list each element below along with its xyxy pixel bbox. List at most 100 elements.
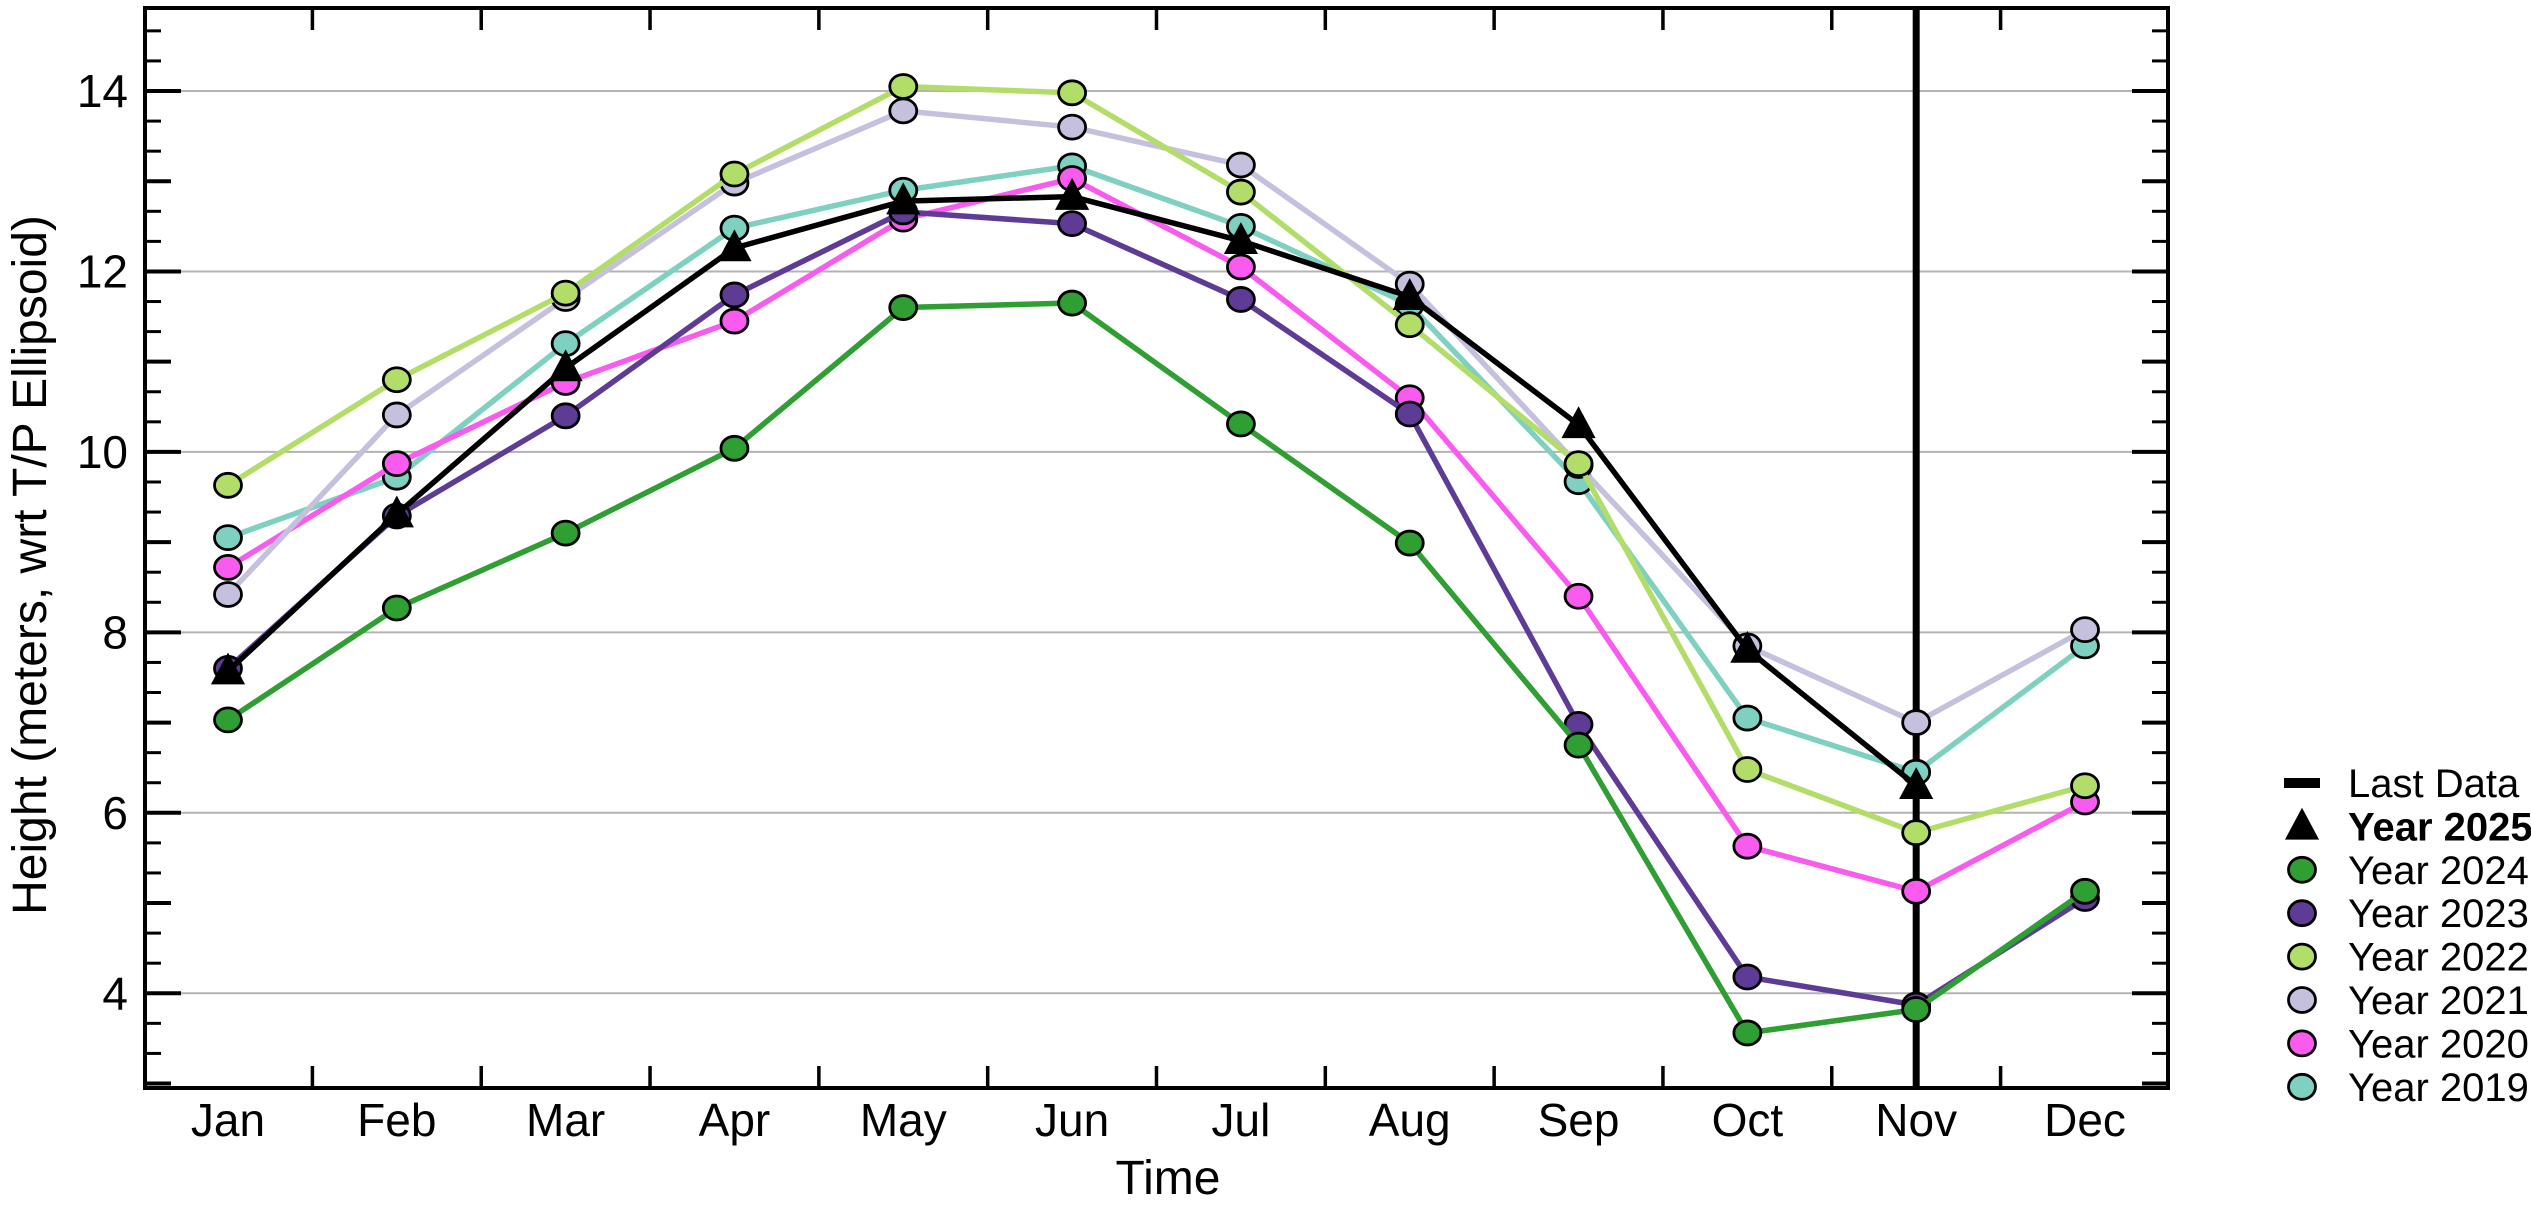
y-tick-label-4: 4	[102, 967, 128, 1019]
series-marker-year-2023	[1226, 286, 1256, 313]
series-marker-year-2020	[1901, 877, 1932, 905]
legend-label-year-2023: Year 2023	[2348, 892, 2529, 936]
series-marker-year-2024	[1057, 289, 1087, 317]
series-line-year-2024	[225, 300, 2088, 1036]
series-marker-year-2025	[1899, 767, 1934, 799]
series-marker-year-2022	[213, 471, 243, 499]
series-marker-year-2024	[1732, 1019, 1763, 1047]
y-tick-label-12: 12	[77, 245, 128, 297]
x-tick-label-oct: Oct	[1712, 1094, 1784, 1146]
series-marker-year-2021	[381, 401, 412, 429]
series-marker-year-2022	[888, 73, 919, 100]
x-tick-label-sep: Sep	[1538, 1094, 1620, 1146]
series-marker-year-2022	[719, 160, 750, 188]
series-marker-year-2025	[548, 349, 583, 382]
x-tick-label-aug: Aug	[1369, 1094, 1451, 1146]
series-marker-year-2025	[1392, 278, 1427, 310]
x-tick-label-may: May	[860, 1094, 947, 1146]
series-marker-year-2025	[717, 229, 752, 262]
legend-circle-icon	[2287, 855, 2317, 884]
legend-circle-icon	[2287, 1029, 2317, 1058]
series-marker-year-2024	[1563, 731, 1594, 759]
legend-label-year-2021: Year 2021	[2348, 979, 2529, 1023]
series-marker-year-2024	[1901, 996, 1932, 1023]
series-marker-year-2022	[1732, 756, 1763, 783]
series-marker-year-2021	[1901, 709, 1932, 736]
series-marker-year-2024	[550, 519, 581, 547]
series-marker-year-2025	[886, 182, 921, 215]
series-marker-year-2020	[1563, 582, 1594, 610]
x-tick-label-jul: Jul	[1212, 1094, 1271, 1146]
series-marker-year-2021	[213, 581, 243, 608]
series-marker-year-2022	[2070, 772, 2100, 800]
series-line-year-2022	[225, 83, 2088, 836]
series-marker-year-2025	[1730, 630, 1765, 663]
series-marker-year-2021	[1057, 113, 1087, 141]
series-marker-year-2022	[1057, 79, 1087, 107]
x-tick-label-dec: Dec	[2044, 1094, 2126, 1146]
series-marker-year-2024	[381, 594, 412, 622]
series-marker-year-2022	[1563, 450, 1594, 478]
series-marker-year-2024	[213, 706, 243, 734]
series-marker-year-2022	[550, 279, 581, 307]
series-marker-year-2022	[1901, 819, 1932, 847]
series-marker-year-2021	[1226, 151, 1256, 179]
legend-label-year-2025: Year 2025	[2348, 805, 2531, 849]
series-marker-year-2023	[550, 402, 581, 430]
x-tick-label-jan: Jan	[191, 1094, 265, 1146]
series-marker-year-2019	[213, 524, 243, 552]
series-marker-year-2020	[719, 307, 750, 335]
series-marker-year-2019	[1732, 704, 1763, 732]
series-marker-year-2024	[888, 294, 919, 321]
legend-label-year-2022: Year 2022	[2348, 936, 2529, 980]
y-axis-title: Height (meters, wrt T/P Ellipsoid)	[4, 215, 57, 915]
series-marker-year-2025	[1055, 177, 1090, 210]
series-marker-year-2025	[1561, 406, 1596, 439]
series-marker-year-2020	[381, 450, 412, 478]
legend-label-year-2024: Year 2024	[2348, 849, 2529, 893]
series-marker-year-2025	[379, 495, 414, 528]
series-marker-year-2024	[2070, 877, 2100, 905]
legend-label-last-data: Last Data	[2348, 762, 2520, 806]
series-marker-year-2023	[1732, 963, 1763, 991]
y-tick-label-8: 8	[102, 606, 128, 658]
series-marker-year-2021	[888, 97, 919, 125]
legend-circle-icon	[2287, 1072, 2317, 1101]
series-marker-year-2020	[1226, 253, 1256, 281]
legend-label-year-2019: Year 2019	[2348, 1066, 2529, 1110]
legend-last-data-icon	[2284, 778, 2320, 788]
legend-circle-icon	[2287, 899, 2317, 928]
series-marker-year-2020	[1732, 832, 1763, 860]
series-marker-year-2024	[1394, 529, 1425, 557]
series-marker-year-2024	[1226, 410, 1256, 438]
series-marker-year-2023	[719, 281, 750, 309]
legend-circle-icon	[2287, 986, 2317, 1014]
x-tick-label-feb: Feb	[357, 1094, 436, 1146]
x-tick-label-apr: Apr	[699, 1094, 771, 1146]
x-tick-label-nov: Nov	[1875, 1094, 1957, 1146]
legend-circle-icon	[2287, 942, 2317, 971]
series-line-year-2019	[225, 163, 2088, 775]
series-marker-year-2023	[1057, 210, 1087, 238]
y-tick-label-14: 14	[77, 65, 128, 117]
series-marker-year-2025	[1223, 222, 1258, 255]
series-marker-year-2021	[2070, 616, 2100, 644]
x-tick-label-mar: Mar	[526, 1094, 605, 1146]
x-tick-label-jun: Jun	[1035, 1094, 1109, 1146]
series-marker-year-2024	[719, 434, 750, 462]
y-tick-label-10: 10	[77, 426, 128, 478]
legend-triangle-icon	[2284, 807, 2320, 840]
x-axis-title: Time	[1116, 1152, 1221, 1205]
y-tick-label-6: 6	[102, 787, 128, 839]
series-line-year-2023	[225, 209, 2088, 1008]
series-marker-year-2022	[381, 366, 412, 394]
series-marker-year-2023	[1394, 400, 1425, 428]
series-marker-year-2022	[1394, 311, 1425, 339]
series-line-year-2021	[225, 108, 2088, 726]
series-marker-year-2022	[1226, 178, 1256, 206]
legend-label-year-2020: Year 2020	[2348, 1022, 2529, 1066]
series-marker-year-2020	[213, 553, 243, 581]
